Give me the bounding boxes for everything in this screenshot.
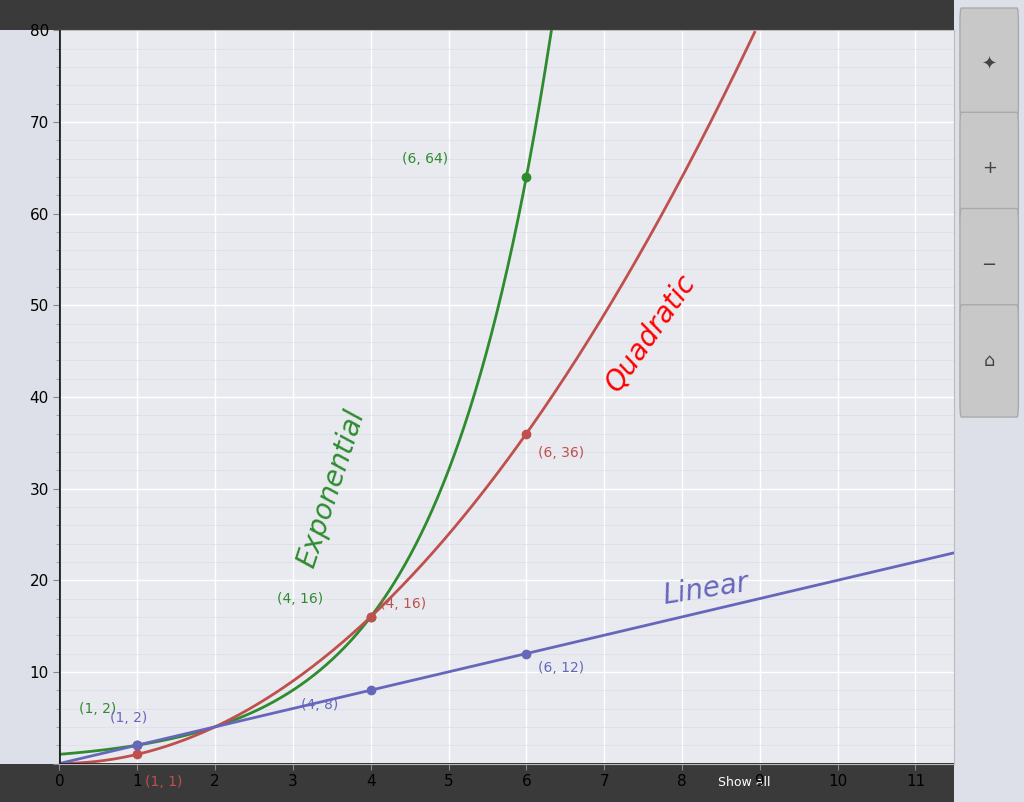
- Text: Exponential: Exponential: [293, 406, 371, 571]
- Text: (4, 16): (4, 16): [380, 597, 426, 611]
- Text: (4, 16): (4, 16): [278, 592, 324, 606]
- FancyBboxPatch shape: [959, 112, 1019, 225]
- Text: ⌂: ⌂: [983, 352, 995, 370]
- Text: (1, 2): (1, 2): [110, 711, 147, 725]
- Text: (6, 12): (6, 12): [538, 661, 584, 674]
- Text: Quadratic: Quadratic: [600, 269, 701, 397]
- FancyBboxPatch shape: [959, 209, 1019, 321]
- Text: (4, 8): (4, 8): [301, 698, 338, 711]
- Text: (6, 36): (6, 36): [538, 446, 584, 460]
- Text: Show all: Show all: [718, 776, 771, 789]
- Text: (1, 1): (1, 1): [145, 776, 182, 789]
- Text: −: −: [982, 256, 996, 273]
- Text: Linear: Linear: [660, 569, 751, 610]
- Text: (6, 64): (6, 64): [401, 152, 447, 166]
- FancyBboxPatch shape: [959, 305, 1019, 417]
- FancyBboxPatch shape: [959, 8, 1019, 120]
- Text: ✦: ✦: [982, 55, 996, 73]
- Text: (1, 2): (1, 2): [79, 702, 116, 716]
- Text: +: +: [982, 160, 996, 177]
